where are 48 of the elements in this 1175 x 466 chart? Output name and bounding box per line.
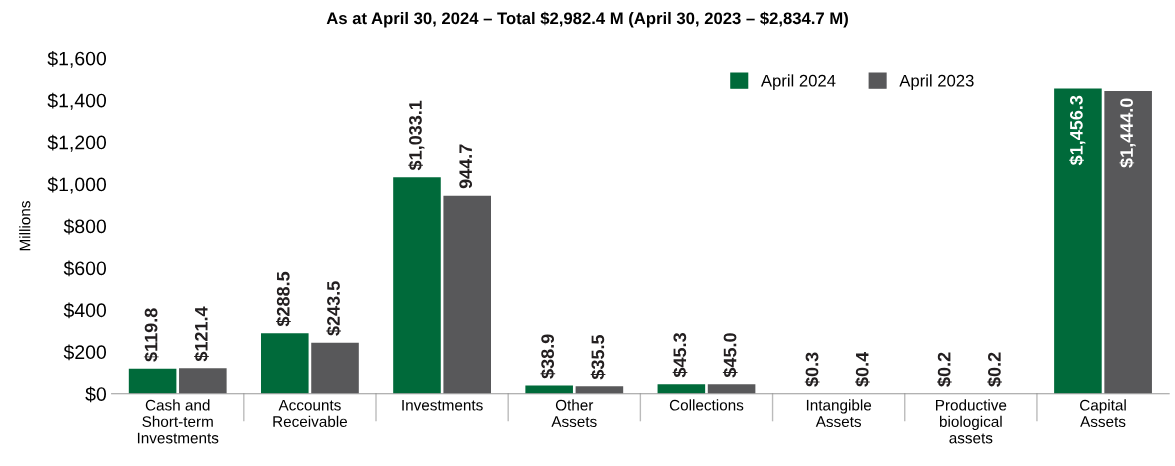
x-tick-label: Investments	[402, 399, 483, 411]
x-tick-label: Cash and Short-term Investments	[137, 399, 219, 444]
legend-label: April 2023	[899, 74, 974, 90]
x-tick-label: Capital Assets	[1080, 399, 1126, 427]
y-tick-label: $400	[63, 302, 107, 319]
bar	[575, 386, 624, 394]
bar	[657, 384, 706, 394]
data-label: $0.4	[855, 351, 870, 387]
y-tick-label: $1,600	[47, 50, 107, 68]
y-tick-label: $800	[63, 218, 107, 235]
data-label: $119.8	[143, 308, 159, 362]
bar	[128, 368, 177, 394]
x-tick-label: Intangible Assets	[806, 399, 872, 427]
x-tick-label: Other Assets	[551, 399, 597, 427]
data-label: 944.7	[459, 144, 473, 189]
data-label: $0.2	[987, 352, 1002, 387]
y-axis-title: Millions	[19, 201, 31, 251]
bar	[1054, 88, 1102, 394]
y-tick-label: $1,400	[47, 92, 107, 110]
bar	[707, 384, 756, 394]
x-tick-label: Collections	[669, 399, 744, 411]
y-tick-label: $200	[63, 344, 107, 361]
bar	[179, 368, 227, 394]
data-label: $243.5	[326, 281, 342, 336]
y-tick-label: $0	[85, 386, 107, 403]
x-tick-label: Accounts Receivable	[273, 399, 348, 427]
data-label: $1,033.1	[408, 100, 425, 171]
data-label: $38.9	[540, 334, 556, 379]
bar	[1104, 90, 1152, 394]
x-tick-label: Productive biological assets	[936, 399, 1007, 444]
legend-label: April 2024	[760, 74, 836, 90]
data-label: $1,444.0	[1119, 98, 1136, 168]
data-label: $0.3	[804, 352, 820, 387]
y-tick-label: $1,200	[47, 134, 107, 152]
bar	[393, 177, 441, 394]
data-label: $121.4	[194, 306, 209, 362]
data-label: $1,456.3	[1069, 95, 1086, 166]
y-tick-label: $1,000	[47, 176, 107, 194]
data-label: $45.0	[722, 333, 738, 378]
bar	[443, 195, 491, 394]
chart-title: As at April 30, 2024 – Total $2,982.4 M (April 30, 2023 – $2,834.7 M)	[326, 11, 848, 28]
bar	[261, 333, 309, 394]
data-label: $45.3	[672, 333, 688, 378]
data-label: $35.5	[590, 334, 606, 380]
bar	[311, 342, 359, 394]
data-label: $288.5	[276, 271, 291, 327]
y-tick-label: $600	[63, 260, 107, 277]
data-label: $0.2	[937, 352, 952, 387]
